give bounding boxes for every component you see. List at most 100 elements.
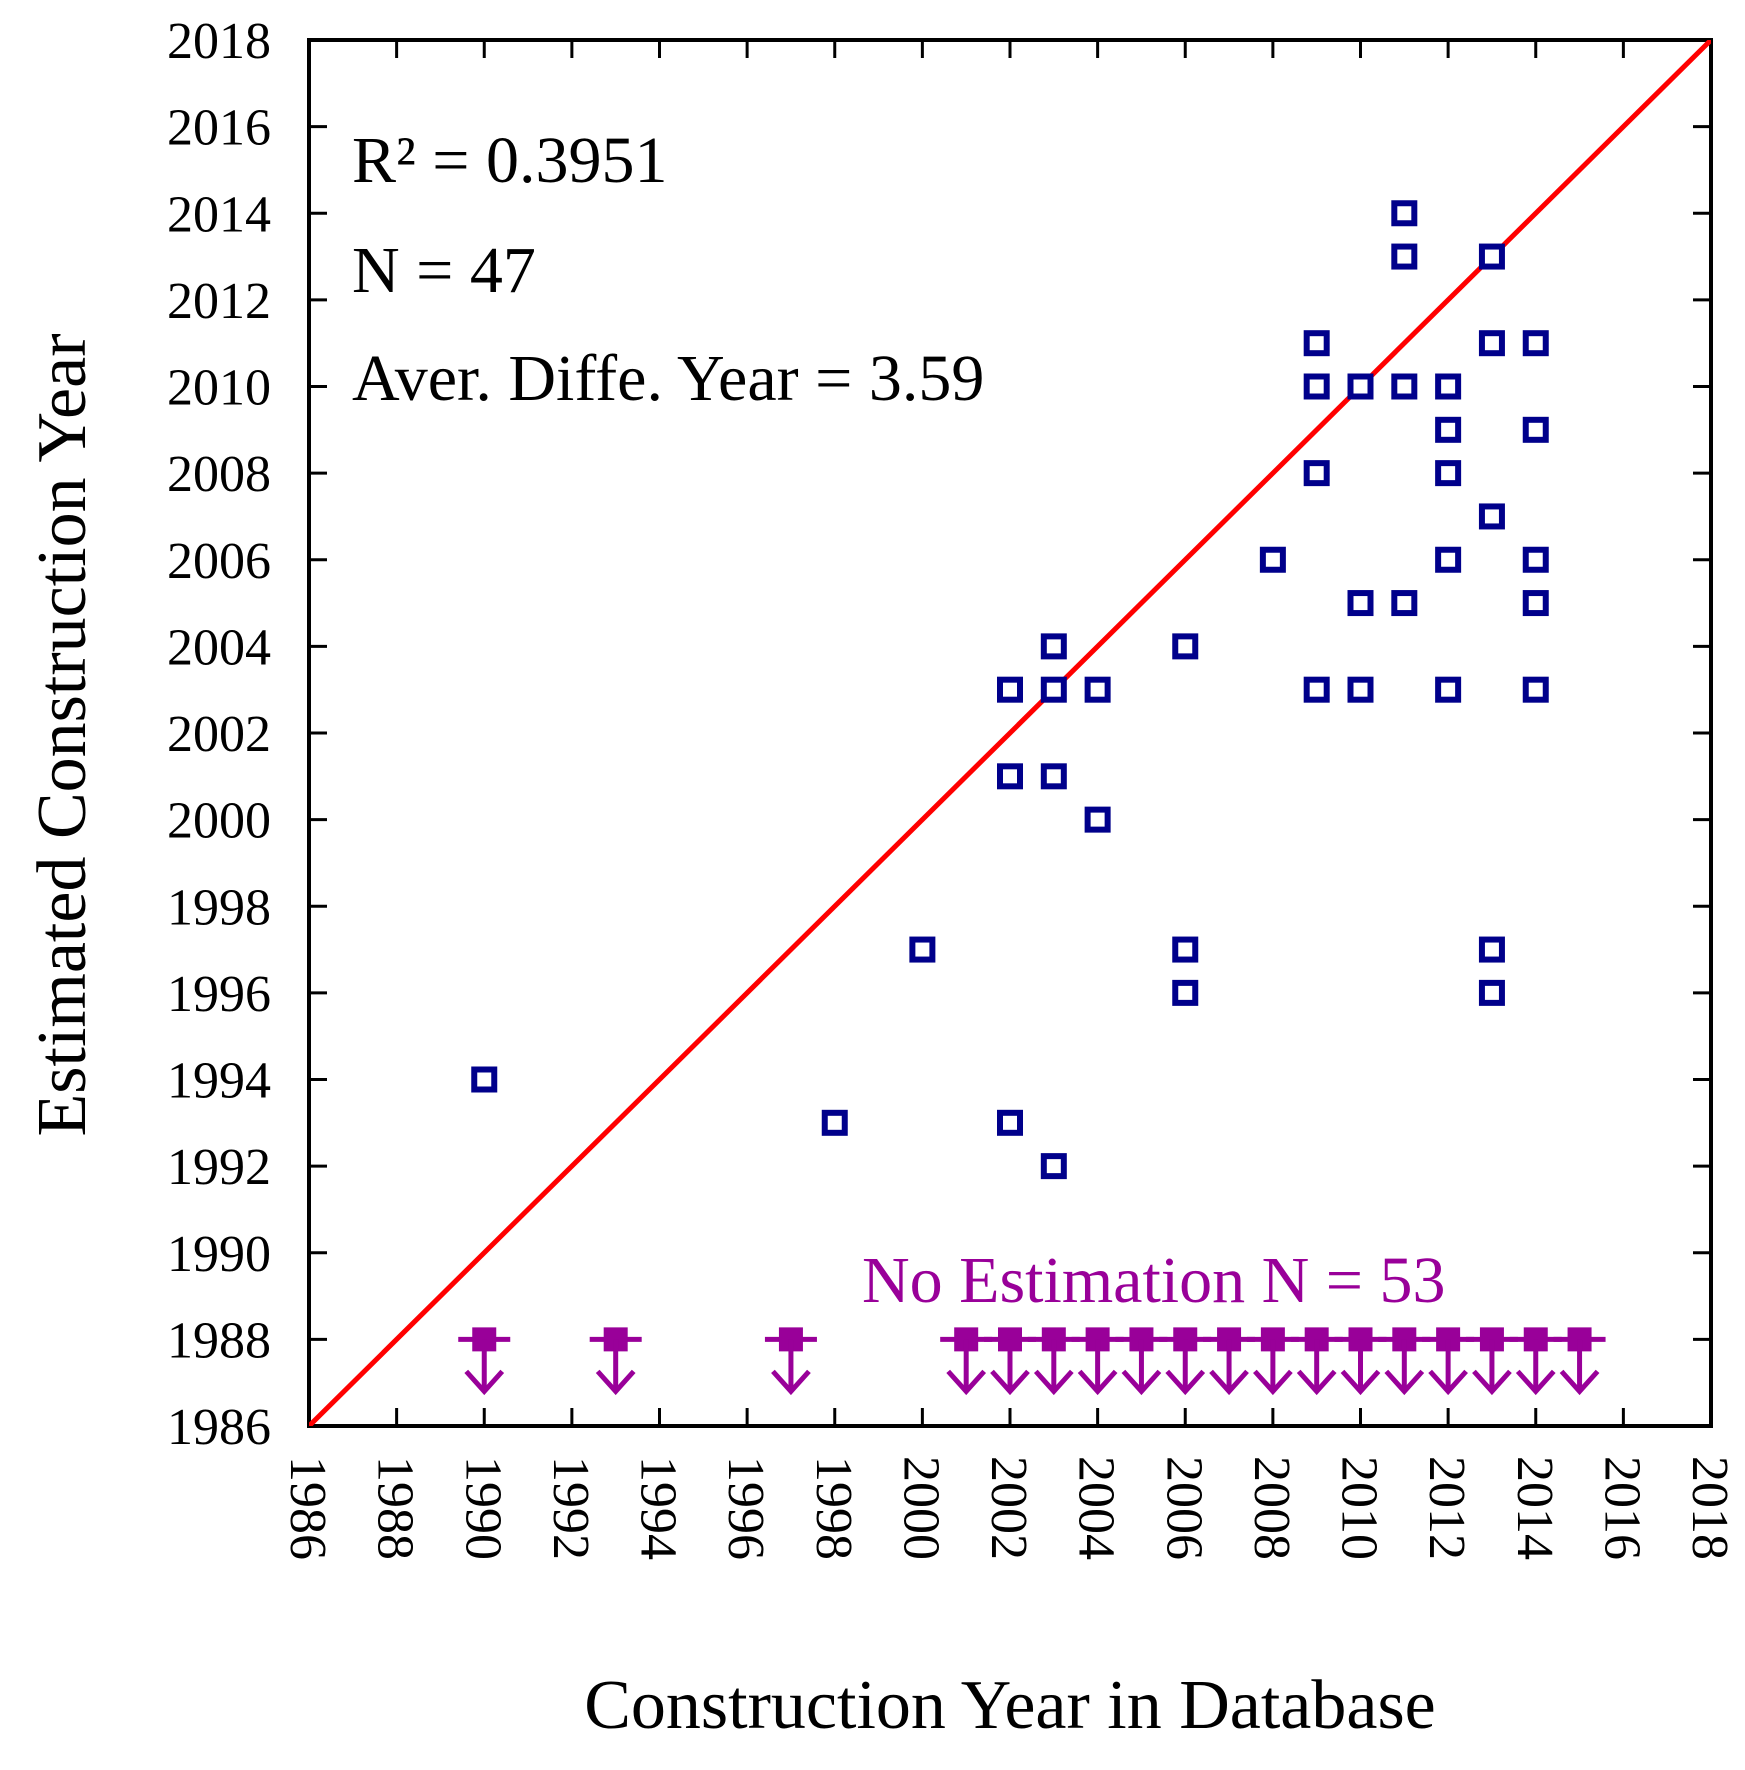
data-point [1172,979,1199,1006]
marker-arrowhead [1209,1369,1249,1396]
data-point [1478,503,1505,530]
y-tick-labels: 1986 1988 1990 1992 1994 1996 1998 2000 2002 2004… [167,13,271,1456]
data-point [1259,546,1286,573]
data-point [1435,676,1462,703]
data-point [1391,590,1418,617]
x-tick-label: 2000 [892,1456,949,1560]
data-point [1347,676,1374,703]
data-point [1084,676,1111,703]
x-tick-label: 2006 [1155,1456,1212,1560]
plot-frame [307,38,1713,1428]
y-tick-label: 2004 [167,619,271,676]
y-tick-label: 2000 [167,793,271,850]
data-point [1435,373,1462,400]
data-point [1522,330,1549,357]
data-point [1347,373,1374,400]
no-estimation-marker [984,1327,1036,1396]
data-point [909,936,936,963]
data-point [1391,243,1418,270]
no-estimation-marker [1246,1327,1299,1396]
x-tick-label: 1990 [454,1456,511,1560]
y-tick-label: 2010 [167,360,271,417]
data-point [1522,546,1549,573]
data-point [1478,936,1505,963]
data-point [1478,979,1505,1006]
data-point [1172,633,1199,660]
data-point [1347,590,1374,617]
r2-annotation: R² = 0.3951 [352,124,668,197]
no-estimation-marker [1027,1327,1080,1396]
y-tick-label: 2008 [167,446,271,503]
data-point [997,676,1023,703]
data-point [1522,590,1549,617]
x-axis-title: Construction Year in Database [584,1667,1436,1744]
y-tick-label: 1994 [167,1053,271,1110]
tick-marks [307,38,1713,1428]
y-tick-label: 1990 [167,1226,271,1283]
n-annotation: N = 47 [352,234,536,307]
data-point [1040,633,1067,660]
marker-arrowhead [595,1369,636,1396]
x-tick-label: 1998 [805,1456,862,1560]
data-point [1522,416,1549,443]
marker-arrowhead [1472,1369,1512,1396]
marker-arrowhead [1165,1369,1206,1396]
no-estimation-marker [1159,1327,1212,1396]
data-point [1478,243,1505,270]
x-tick-label: 2018 [1681,1456,1738,1560]
no-estimation-marker [1553,1327,1606,1396]
data-point [997,1109,1023,1136]
data-point [821,1109,848,1136]
no-estimation-marker [1203,1327,1256,1396]
x-tick-label: 1988 [367,1456,424,1560]
x-tick-label: 2016 [1593,1456,1650,1560]
marker-arrowhead [1428,1369,1468,1396]
marker-arrowhead [1253,1369,1293,1396]
identity-line [309,40,1711,1426]
data-point [1391,200,1418,227]
x-tick-label: 2012 [1418,1456,1475,1560]
x-tick-label: 1996 [717,1456,774,1560]
data-point [1522,676,1549,703]
marker-arrowhead [1340,1369,1381,1396]
no-estimation-marker [1071,1327,1124,1396]
y-tick-label: 1998 [167,879,271,936]
data-point [471,1066,498,1093]
marker-arrowhead [1559,1369,1600,1396]
no-estimation-marker [1422,1327,1475,1396]
no-estimation-label: No Estimation N = 53 [862,1244,1446,1317]
no-estimation-marker [1290,1327,1343,1396]
no-estimation-marker [1334,1327,1387,1396]
x-tick-label: 2008 [1243,1456,1300,1560]
marker-arrowhead [1121,1369,1162,1396]
x-tick-label: 1992 [542,1456,599,1560]
no-estimation-marker [589,1327,642,1396]
y-axis-title: Estimated Construction Year [24,334,101,1137]
x-tick-label: 2002 [980,1456,1037,1560]
marker-arrowhead [771,1369,811,1396]
marker-arrowhead [1515,1369,1556,1396]
y-tick-label: 2014 [167,186,271,243]
avg-diff-annotation: Aver. Diffe. Year = 3.59 [352,342,984,415]
no-estimation-marker [1509,1327,1562,1396]
marker-arrowhead [1077,1369,1118,1396]
y-tick-label: 2006 [167,533,271,590]
y-tick-label: 1992 [167,1139,271,1196]
marker-arrowhead [1384,1369,1425,1396]
data-point [1303,460,1330,487]
y-tick-label: 2012 [167,273,271,330]
data-point [1040,1153,1067,1180]
data-point [1435,546,1462,573]
no-estimation-marker [1465,1327,1518,1396]
y-tick-label: 2002 [167,706,271,763]
data-point [1084,806,1111,833]
data-point [997,763,1023,790]
no-estimation-marker [458,1327,511,1396]
y-tick-label: 1986 [167,1399,271,1456]
no-estimation-marker [940,1327,993,1396]
no-estimation-marker [764,1327,817,1396]
x-tick-label: 1986 [279,1456,336,1560]
data-point [1478,330,1505,357]
marker-arrowhead [464,1369,505,1396]
